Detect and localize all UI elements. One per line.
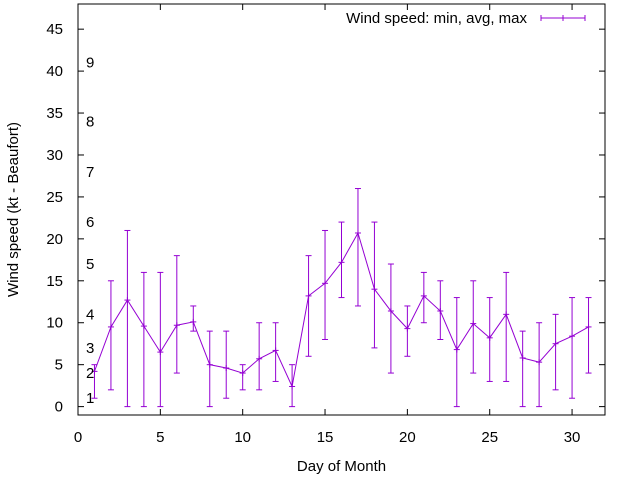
beaufort-label: 8 xyxy=(86,113,94,130)
x-axis-label: Day of Month xyxy=(297,458,386,475)
y-tick-label: 25 xyxy=(46,189,63,206)
avg-point xyxy=(256,355,263,362)
avg-point xyxy=(453,346,460,353)
avg-point xyxy=(239,370,246,377)
avg-point xyxy=(585,323,592,330)
avg-point xyxy=(173,322,180,329)
avg-point xyxy=(206,361,213,368)
beaufort-label: 3 xyxy=(86,340,94,357)
beaufort-label: 4 xyxy=(86,306,94,323)
avg-point xyxy=(503,311,510,318)
avg-point xyxy=(107,323,114,330)
x-tick-label: 25 xyxy=(481,429,498,446)
avg-point xyxy=(140,323,147,330)
x-tick-label: 10 xyxy=(234,429,251,446)
x-tick-label: 20 xyxy=(399,429,416,446)
avg-point xyxy=(387,307,394,314)
avg-point xyxy=(272,347,279,354)
beaufort-label: 9 xyxy=(86,55,94,72)
beaufort-label: 6 xyxy=(86,214,94,231)
avg-point xyxy=(486,334,493,341)
y-tick-label: 40 xyxy=(46,63,63,80)
y-tick-label: 30 xyxy=(46,147,63,164)
avg-point xyxy=(354,229,361,236)
legend-key xyxy=(540,15,586,21)
avg-point xyxy=(536,359,543,366)
plot-marks xyxy=(91,188,592,408)
y-tick-label: 0 xyxy=(55,399,63,416)
plot-frame xyxy=(77,3,606,416)
avg-point xyxy=(420,292,427,299)
x-tick-label: 5 xyxy=(156,429,164,446)
y-tick-label: 35 xyxy=(46,105,63,122)
avg-point xyxy=(124,297,131,304)
x-tick-label: 15 xyxy=(317,429,334,446)
y-tick-label: 15 xyxy=(46,273,63,290)
beaufort-label: 7 xyxy=(86,164,94,181)
avg-point xyxy=(437,307,444,314)
avg-point xyxy=(371,286,378,293)
avg-point xyxy=(322,280,329,287)
legend-label: Wind speed: min, avg, max xyxy=(346,10,527,27)
x-tick-label: 30 xyxy=(564,429,581,446)
avg-point xyxy=(338,259,345,266)
avg-point xyxy=(569,333,576,340)
avg-point xyxy=(470,320,477,327)
avg-point xyxy=(305,292,312,299)
avg-point xyxy=(519,354,526,361)
y-tick-label: 20 xyxy=(46,231,63,248)
avg-point xyxy=(223,365,230,372)
legend: Wind speed: min, avg, max xyxy=(346,10,586,27)
y-axis-label: Wind speed (kt - Beaufort) xyxy=(5,122,22,297)
avg-point xyxy=(552,340,559,347)
x-tick-label: 0 xyxy=(74,429,82,446)
avg-point xyxy=(157,349,164,356)
y-tick-label: 10 xyxy=(46,315,63,332)
beaufort-label: 5 xyxy=(86,256,94,273)
y-tick-label: 5 xyxy=(55,357,63,374)
avg-point xyxy=(91,368,98,375)
avg-point xyxy=(289,383,296,390)
avg-point xyxy=(404,325,411,332)
avg-point xyxy=(190,318,197,325)
beaufort-label: 1 xyxy=(86,390,94,407)
y-tick-label: 45 xyxy=(46,21,63,38)
beaufort-label: 2 xyxy=(86,365,94,382)
